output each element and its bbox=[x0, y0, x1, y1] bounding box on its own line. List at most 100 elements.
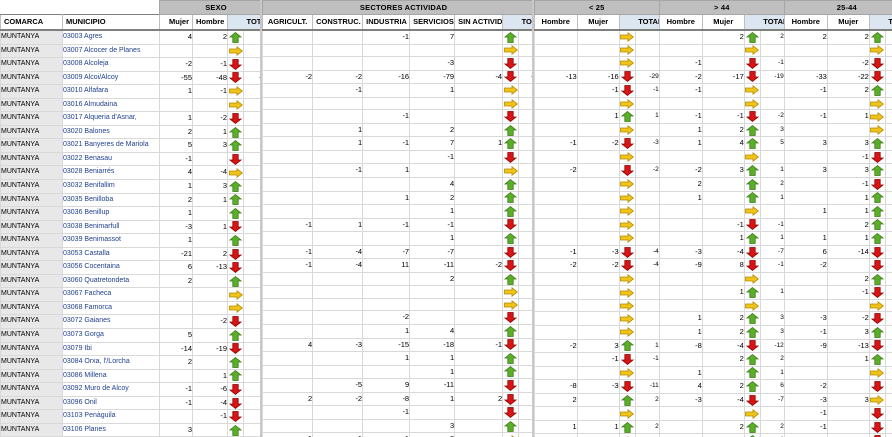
table-row[interactable]: 11 bbox=[262, 231, 532, 246]
col-comarca[interactable]: COMARCA bbox=[0, 14, 63, 31]
col-sexo-total[interactable]: TOTAL bbox=[243, 14, 261, 31]
table-row[interactable] bbox=[533, 96, 892, 111]
table-row[interactable]: -1-4-7-7-19 bbox=[262, 244, 532, 260]
table-row[interactable]: 2 2 -1 -1 bbox=[533, 177, 892, 192]
col-sectores-total[interactable]: TOTAL bbox=[518, 14, 532, 31]
table-row[interactable] bbox=[533, 43, 892, 58]
table-row[interactable]: 123-132 bbox=[533, 325, 892, 340]
table-row[interactable]: -1 -1 bbox=[262, 405, 532, 420]
table-row[interactable]: -1 -1 -2 -2 bbox=[533, 56, 892, 71]
table-row[interactable]: MUNTANYA 03016 Almudaina bbox=[0, 97, 261, 113]
col-sexo-hombre[interactable]: Hombre bbox=[192, 14, 228, 31]
table-row[interactable]: 11-1-1 bbox=[533, 285, 892, 300]
table-row[interactable]: 123 bbox=[262, 122, 532, 138]
table-row[interactable] bbox=[262, 297, 532, 312]
table-row[interactable] bbox=[262, 43, 532, 58]
table-row[interactable]: MUNTANYA 03067 Facheca bbox=[0, 287, 261, 302]
col-mayor44-hombre[interactable]: Hombre bbox=[658, 14, 703, 31]
table-row[interactable]: 11-1-1 bbox=[533, 433, 892, 437]
table-row[interactable]: -3 -3 bbox=[262, 56, 532, 71]
table-row[interactable]: 11 2 bbox=[262, 351, 532, 366]
col-agricult[interactable]: AGRICULT. bbox=[262, 14, 314, 31]
table-row[interactable]: 123-3-2 -5 bbox=[533, 311, 892, 327]
table-row[interactable]: 11 bbox=[262, 364, 532, 380]
table-row[interactable]: -1 -1 bbox=[533, 149, 892, 165]
table-row[interactable] bbox=[533, 298, 892, 313]
table-row[interactable] bbox=[262, 96, 532, 111]
table-row[interactable]: 2-2-812-5 bbox=[262, 391, 532, 407]
table-row[interactable]: -1 -1 bbox=[262, 149, 532, 165]
table-row[interactable]: 2 2 -3 -4 -7 -3 3 bbox=[533, 392, 892, 408]
table-row[interactable]: 4-3-15-18-1 -33 bbox=[262, 337, 532, 353]
table-row[interactable]: 44 bbox=[262, 177, 532, 192]
col-industria[interactable]: INDUSTRIA bbox=[362, 14, 411, 31]
col-25-44-mujer[interactable]: Mujer bbox=[826, 14, 870, 31]
table-row[interactable]: 11 bbox=[262, 204, 532, 219]
table-row[interactable]: -2-2-16-79-4-103 bbox=[262, 69, 532, 85]
table-row[interactable]: -1 -1 bbox=[533, 406, 892, 421]
col-menor25-total[interactable]: TOTAL bbox=[635, 14, 660, 31]
col-sexo-mujer[interactable]: Mujer bbox=[159, 14, 193, 31]
table-row[interactable]: -1-2-3145336 bbox=[533, 136, 892, 151]
col-25-44-hombre[interactable]: Hombre bbox=[783, 14, 828, 31]
table-row[interactable]: -1 1 bbox=[262, 83, 532, 98]
col-servicios[interactable]: SERVICIOS bbox=[409, 14, 456, 31]
table-row[interactable]: 22224 bbox=[533, 29, 892, 45]
table-row[interactable]: MUNTANYA 03010 Alfafara 1 -1 bbox=[0, 84, 261, 99]
col-mayor44-total[interactable]: TOTAL bbox=[760, 14, 785, 31]
col-construc[interactable]: CONSTRUC. bbox=[312, 14, 364, 31]
table-row[interactable]: 22 bbox=[533, 271, 892, 287]
table-row[interactable]: 11112 bbox=[533, 231, 892, 246]
table-row[interactable]: MUNTANYA 03068 Famorca bbox=[0, 300, 261, 316]
table-row[interactable]: MUNTANYA 03007 Alcocer de Planes bbox=[0, 43, 261, 59]
table-row[interactable]: 22 bbox=[262, 271, 532, 287]
table-row[interactable]: -1 -1 bbox=[262, 109, 532, 124]
table-row[interactable]: -2 -2 bbox=[262, 310, 532, 326]
col-sin-actividad[interactable]: SIN ACTIVIDAD bbox=[454, 14, 504, 31]
table-row[interactable] bbox=[262, 285, 532, 299]
col-25-44-total[interactable]: TOTAL bbox=[885, 14, 892, 31]
table-row[interactable]: 33 bbox=[262, 418, 532, 434]
table-row[interactable]: -17 6 bbox=[262, 29, 532, 45]
table-row[interactable]: -1-1-1-121 bbox=[533, 83, 892, 98]
table-row[interactable]: -1-1-13 bbox=[262, 432, 532, 437]
table-row[interactable]: -13-16 -29-2-17 -19-33-22 -55 bbox=[533, 69, 892, 85]
table-row[interactable]: -1 1 bbox=[262, 163, 532, 178]
col-mayor44-mujer[interactable]: Mujer bbox=[701, 14, 745, 31]
table-row[interactable]: -1-3-4-3-4-76-14-8 bbox=[533, 244, 892, 260]
table-row[interactable]: -1 -1 22 11 bbox=[533, 352, 892, 367]
table-row[interactable]: 123 bbox=[262, 190, 532, 206]
table-row[interactable]: 1 1 -1 -1 -2 -1 1 bbox=[533, 109, 892, 124]
table-row[interactable]: -11-1-1-2 bbox=[262, 217, 532, 233]
table-row[interactable]: -2-2-231336 bbox=[533, 163, 892, 178]
col-menor25-mujer[interactable]: Mujer bbox=[576, 14, 620, 31]
table-row[interactable]: -2-2-4-98-1-2-2 bbox=[533, 258, 892, 273]
table-row[interactable]: MUNTANYA 03028 Beniarrés 4 -4 bbox=[0, 165, 261, 180]
table-row[interactable]: -1-411-11-2 -7 bbox=[262, 258, 532, 273]
table-row[interactable]: -231-8-4 -12-9-13 -22 bbox=[533, 338, 892, 354]
